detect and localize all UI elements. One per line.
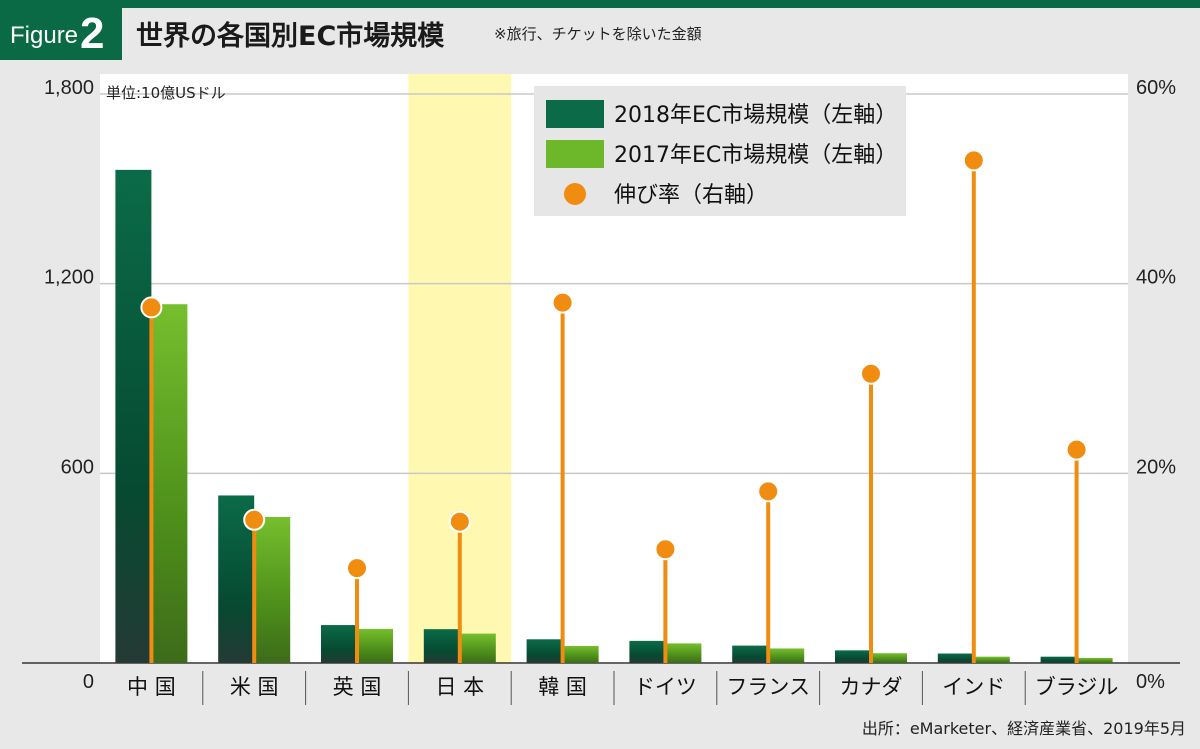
- bar-2017: [665, 643, 702, 663]
- x-category-label: ブラジル: [1035, 675, 1119, 699]
- x-category-label: インド: [942, 675, 1005, 699]
- bar-2018: [937, 653, 974, 663]
- legend-swatch: [546, 100, 604, 128]
- legend-label: 伸び率（右軸）: [614, 183, 768, 208]
- growth-point: [757, 480, 780, 503]
- lollipop-layer: [140, 149, 1088, 663]
- x-category-label: 韓 国: [538, 675, 587, 699]
- growth-point: [1065, 438, 1088, 461]
- growth-point: [448, 510, 471, 533]
- bar-2017: [254, 516, 291, 663]
- bar-2017: [357, 628, 393, 663]
- bar-2018: [835, 650, 871, 663]
- bar-2018: [1040, 656, 1077, 663]
- top-bar: [0, 0, 1200, 8]
- x-category-label: 英 国: [333, 675, 382, 699]
- bar-2017: [973, 656, 1010, 663]
- y-right-tick-label: 0%: [1136, 671, 1165, 693]
- bar-2018: [526, 639, 563, 663]
- bar-2018: [423, 629, 460, 663]
- bar-2018: [321, 625, 357, 663]
- legend-label: 2017年EC市場規模（左軸）: [614, 143, 897, 168]
- x-category-label: 日 本: [435, 675, 484, 699]
- bar-2017: [459, 633, 496, 663]
- y-left-tick-label: 0: [83, 671, 94, 693]
- growth-point: [860, 362, 882, 385]
- legend-swatch: [564, 183, 586, 205]
- figure-badge: Figure 2: [0, 8, 122, 60]
- chart-title: 世界の各国別EC市場規模: [136, 21, 445, 52]
- legend-layer: 2018年EC市場規模（左軸） 2017年EC市場規模（左軸） 伸び率（右軸）: [534, 86, 906, 216]
- bar-2017: [1076, 657, 1113, 663]
- y-right-tick-label: 60%: [1136, 77, 1176, 99]
- y-left-tick-label: 1,800: [44, 77, 94, 99]
- bars-layer: [115, 169, 1113, 663]
- legend-label: 2018年EC市場規模（左軸）: [614, 103, 897, 128]
- growth-point: [243, 508, 266, 531]
- growth-point: [346, 557, 368, 580]
- axis-layer: 0 600 1,200 1,800 0% 20% 40% 60% 中 国 米 国 英 国 日 本 韓 国…: [44, 77, 1176, 705]
- growth-point: [551, 291, 574, 314]
- unit-label: 単位:10億USドル: [106, 84, 226, 102]
- source-note: 出所：eMarketer、経済産業省、2019年5月: [861, 719, 1186, 738]
- growth-point: [140, 296, 163, 319]
- growth-point: [654, 538, 677, 561]
- bar-2017: [151, 304, 188, 663]
- bar-2018: [629, 640, 666, 663]
- x-category-label: 米 国: [230, 675, 279, 699]
- x-category-label: フランス: [726, 675, 810, 699]
- growth-point: [962, 149, 985, 172]
- y-left-tick-label: 1,200: [44, 267, 94, 289]
- bar-2018: [115, 169, 152, 663]
- bar-2018: [732, 645, 769, 663]
- x-category-label: ドイツ: [634, 675, 697, 699]
- y-left-tick-label: 600: [61, 456, 94, 478]
- x-category-label: カナダ: [840, 675, 903, 699]
- chart-note: ※旅行、チケットを除いた金額: [494, 25, 702, 43]
- bar-2017: [562, 645, 599, 663]
- y-right-tick-label: 40%: [1136, 267, 1176, 289]
- bar-2017: [871, 653, 907, 663]
- figure-label: Figure: [10, 22, 79, 49]
- figure-number: 2: [80, 9, 105, 58]
- y-right-tick-label: 20%: [1136, 456, 1176, 478]
- legend-swatch: [546, 140, 604, 168]
- x-category-label: 中 国: [127, 675, 176, 699]
- bar-2017: [768, 648, 805, 663]
